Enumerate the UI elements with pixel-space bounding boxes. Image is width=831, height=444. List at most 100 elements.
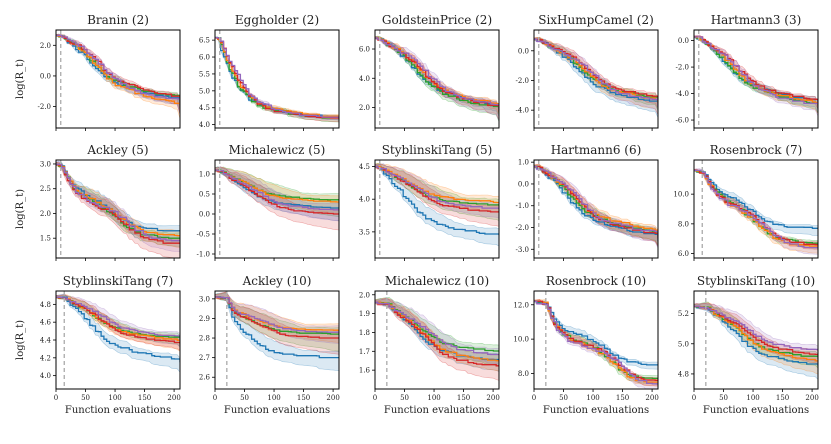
series-line-red (215, 169, 339, 215)
band-blue (215, 292, 339, 372)
y-tick-label: 2.7 (199, 354, 210, 362)
plot-area (694, 30, 818, 128)
axes-frame (55, 29, 181, 129)
x-tick-label: 100 (746, 394, 759, 402)
band-purple (694, 34, 818, 117)
y-tick-label: -4.0 (516, 107, 530, 115)
y-tick-label: -1.0 (197, 251, 211, 259)
band-green (56, 161, 180, 247)
y-tick-label: 10.0 (673, 191, 689, 199)
y-tick-label: 3.0 (199, 295, 210, 303)
y-tick-label: 1.8 (359, 329, 370, 337)
y-tick-label: 4.8 (678, 370, 689, 378)
subplot-title: Rosenbrock (10) (546, 274, 646, 288)
plot-area (215, 30, 339, 128)
y-tick-label: -0.5 (197, 231, 211, 239)
y-tick-label: 2.9 (199, 315, 210, 323)
y-tick-label: 4.0 (359, 196, 370, 204)
series-line-purple (56, 163, 180, 242)
x-tick-label: 200 (326, 394, 339, 402)
x-tick-label: 100 (586, 394, 599, 402)
subplot-michalewicz-5: Michalewicz (5) -1.0 -0.5 0.0 0.5 1.0 (197, 143, 340, 261)
y-tick-label: 2.0 (359, 104, 370, 112)
x-tick-label: 150 (457, 394, 470, 402)
plot-area (215, 160, 339, 258)
plot-area (694, 291, 818, 389)
series-line-red (375, 301, 499, 367)
series-line-red (215, 296, 339, 339)
x-axis-label: Function evaluations (384, 405, 490, 416)
subplot-branin-2: Branin (2) -2.0 0.0 2.0 log(R_t) (15, 13, 181, 131)
y-tick-label: 6.0 (359, 46, 370, 54)
series-line-purple (534, 165, 658, 238)
subplot-title: Hartmann6 (6) (551, 143, 642, 157)
y-tick-label: 4.8 (40, 301, 51, 309)
axes-frame (374, 290, 500, 390)
subplot-title: GoldsteinPrice (2) (382, 13, 492, 27)
x-tick-label: 50 (81, 394, 90, 402)
series-line-blue (56, 296, 180, 363)
y-axis-label: log(R_t) (15, 59, 26, 99)
y-tick-label: 0.0 (199, 211, 210, 219)
x-tick-label: 200 (805, 394, 818, 402)
y-tick-label: 5.0 (678, 340, 689, 348)
series-line-blue (215, 296, 339, 359)
y-tick-label: -2.0 (676, 64, 690, 72)
axes-frame (214, 290, 340, 390)
axes-frame (533, 29, 659, 129)
series-line-red (694, 36, 818, 105)
subplot-title: Ackley (10) (242, 274, 312, 288)
series-line-purple (56, 34, 180, 110)
axes-frame (693, 290, 819, 390)
y-tick-label: 6.5 (199, 37, 210, 45)
plot-area (56, 30, 180, 128)
y-tick-label: 8.0 (678, 220, 689, 228)
series-line-purple (694, 305, 818, 352)
series-line-purple (694, 169, 818, 249)
y-tick-label: 5.2 (678, 310, 689, 318)
x-axis-label: Function evaluations (543, 405, 649, 416)
axes-frame (693, 159, 819, 259)
subplot-title: StyblinskiTang (10) (697, 274, 815, 288)
subplot-title: StyblinskiTang (5) (382, 143, 493, 157)
subplot-sixhumpcamel-2: SixHumpCamel (2) -4.0 -2.0 0.0 (516, 13, 659, 131)
y-tick-label: 0.0 (518, 47, 529, 55)
x-tick-label: 150 (138, 394, 151, 402)
y-tick-label: 5.5 (199, 70, 210, 78)
x-tick-label: 0 (373, 394, 377, 402)
x-tick-label: 0 (692, 394, 696, 402)
y-tick-label: 3.5 (359, 228, 370, 236)
plot-area (534, 160, 658, 258)
axes-frame (693, 29, 819, 129)
series-line-blue (375, 165, 499, 236)
y-tick-label: 10.0 (513, 336, 529, 344)
x-tick-label: 100 (108, 394, 121, 402)
subplot-rosenbrock-7: Rosenbrock (7) 6.0 8.0 10.0 (673, 143, 819, 261)
series-line-red (215, 36, 339, 119)
axes-frame (533, 290, 659, 390)
y-tick-label: 2.5 (40, 185, 51, 193)
band-red (56, 161, 180, 258)
x-tick-label: 0 (532, 394, 536, 402)
y-tick-label: 6.0 (678, 250, 689, 258)
plot-area (694, 160, 818, 258)
series-line-blue (694, 169, 818, 229)
y-axis-label: log(R_t) (15, 320, 26, 360)
y-tick-label: 1.9 (359, 310, 370, 318)
y-tick-label: 4.5 (199, 104, 210, 112)
band-blue (56, 293, 180, 373)
subplot-goldsteinprice-2: GoldsteinPrice (2) 2.0 4.0 6.0 (359, 13, 500, 131)
y-tick-label: -2.0 (516, 77, 530, 85)
y-tick-label: 2.0 (40, 42, 51, 50)
y-tick-label: 2.0 (40, 210, 51, 218)
x-tick-label: 100 (267, 394, 280, 402)
x-tick-label: 200 (486, 394, 499, 402)
y-tick-label: -2.0 (516, 224, 530, 232)
y-tick-label: 2.8 (199, 335, 210, 343)
band-purple (56, 161, 180, 253)
plot-area (215, 291, 339, 389)
band-red (215, 292, 339, 355)
subplot-title: Branin (2) (87, 13, 149, 27)
y-tick-label: 1.0 (199, 171, 210, 179)
series-line-green (215, 169, 339, 201)
